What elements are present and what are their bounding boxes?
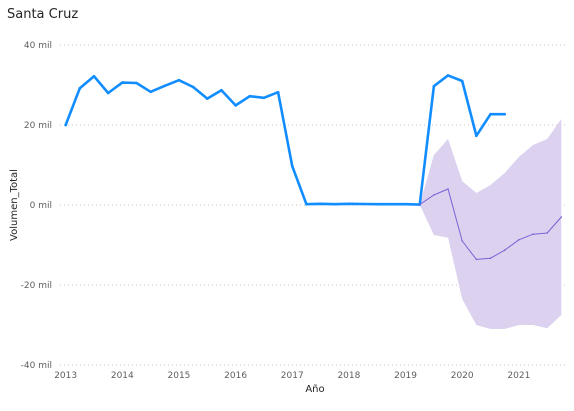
actual-data-point — [78, 86, 82, 90]
actual-data-point — [177, 78, 181, 82]
forecast-data-point — [518, 239, 520, 241]
actual-data-point — [319, 202, 322, 206]
actual-data-point — [163, 84, 167, 88]
actual-data-point — [276, 90, 280, 94]
x-axis-title: Año — [305, 384, 324, 395]
actual-data-point — [489, 112, 492, 116]
x-tick-label: 2016 — [224, 371, 247, 381]
actual-data-point — [64, 123, 67, 127]
forecast-data-point — [433, 194, 435, 196]
forecast-data-point — [560, 216, 563, 218]
actual-data-point — [375, 202, 379, 206]
y-tick-label: -40 mil — [21, 361, 52, 371]
forecast-data-point — [475, 258, 478, 261]
actual-data-point — [361, 202, 365, 206]
actual-data-point — [106, 91, 110, 95]
forecast-data-point — [418, 203, 421, 206]
x-tick-label: 2017 — [281, 371, 304, 381]
actual-data-point — [503, 112, 506, 116]
actual-data-point — [205, 97, 209, 100]
actual-data-point — [262, 96, 266, 100]
actual-data-point — [290, 164, 294, 168]
actual-data-point — [390, 202, 393, 206]
actual-data-point — [248, 94, 252, 98]
y-tick-label: 20 mil — [24, 121, 52, 131]
forecast-data-point — [532, 233, 534, 235]
x-tick-label: 2021 — [507, 371, 530, 381]
y-tick-label: 40 mil — [24, 41, 52, 51]
actual-data-point — [149, 90, 152, 94]
y-tick-label: 0 mil — [30, 201, 52, 211]
actual-data-point — [333, 202, 337, 206]
actual-data-point — [404, 202, 407, 206]
actual-series-line — [64, 74, 506, 206]
x-tick-label: 2020 — [451, 371, 474, 381]
x-tick-label: 2019 — [394, 371, 417, 381]
forecast-confidence-band — [419, 119, 562, 329]
forecast-data-point — [489, 257, 492, 260]
y-tick-label: -20 mil — [21, 281, 52, 291]
actual-data-point — [432, 84, 436, 88]
x-tick-label: 2015 — [168, 371, 191, 381]
forecast-data-point — [546, 232, 548, 234]
actual-data-point — [234, 104, 237, 107]
actual-data-point — [347, 202, 351, 206]
actual-data-point — [121, 81, 124, 84]
forecast-data-point — [447, 188, 449, 190]
actual-data-point — [446, 74, 450, 77]
x-tick-label: 2014 — [111, 371, 134, 381]
actual-data-point — [135, 81, 138, 85]
actual-data-point — [460, 79, 464, 83]
actual-data-point — [191, 85, 195, 89]
actual-data-point — [305, 202, 308, 206]
x-tick-label: 2013 — [54, 371, 77, 381]
y-axis-title: Volumen_Total — [9, 169, 20, 241]
actual-data-point — [220, 88, 223, 92]
actual-data-point — [475, 134, 478, 138]
actual-data-point — [92, 74, 96, 78]
forecast-data-point — [461, 240, 464, 242]
x-tick-label: 2018 — [337, 371, 360, 381]
forecast-data-point — [503, 249, 506, 251]
chart-title: Santa Cruz — [7, 7, 79, 22]
